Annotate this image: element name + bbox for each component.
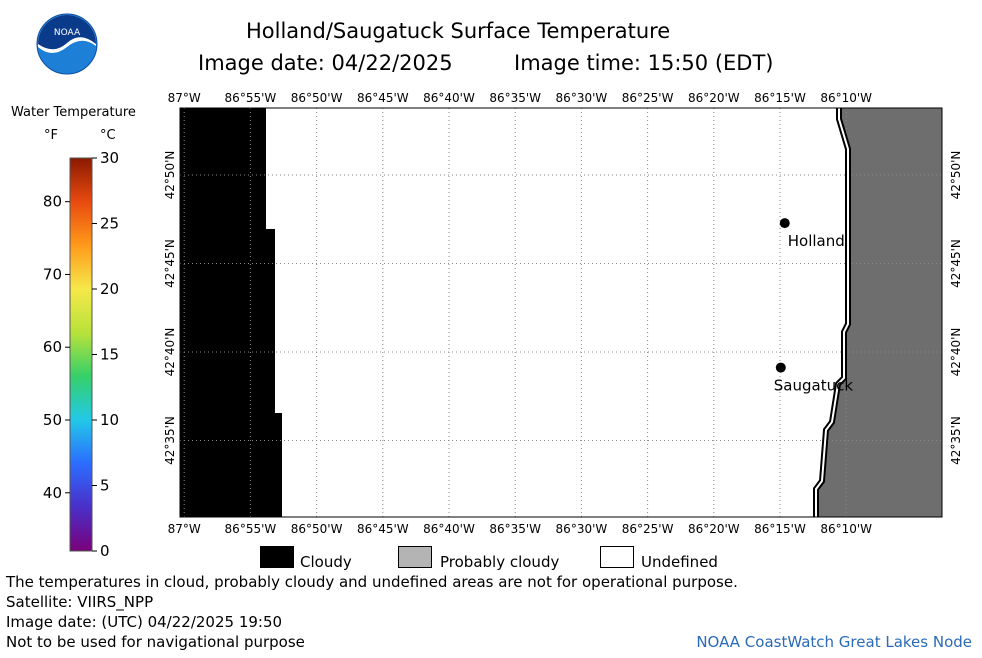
- colorbar-gradient: [69, 157, 93, 552]
- cloudy-area: [180, 108, 282, 517]
- latitude-label-left: 42°45'N: [163, 239, 177, 288]
- longitude-label-top: 87°W: [168, 91, 201, 105]
- fahrenheit-tick-label: 60: [43, 338, 62, 356]
- legend-probably-cloudy-swatch: [398, 546, 432, 568]
- celsius-tick-label: 30: [100, 150, 119, 167]
- longitude-label-top: 86°30'W: [556, 91, 608, 105]
- longitude-label-bottom: 86°25'W: [622, 522, 674, 536]
- longitude-label-bottom: 86°55'W: [225, 522, 277, 536]
- celsius-tick-label: 5: [100, 477, 110, 495]
- celsius-tick-label: 20: [100, 280, 119, 298]
- longitude-label-top: 86°25'W: [622, 91, 674, 105]
- footer-utc-date: Image date: (UTC) 04/22/2025 19:50: [6, 613, 283, 631]
- longitude-label-bottom: 86°40'W: [423, 522, 475, 536]
- unit-fahrenheit: °F: [44, 128, 58, 143]
- latitude-label-right: 42°45'N: [949, 239, 963, 288]
- colorbar-title: Water Temperature: [11, 105, 136, 120]
- latitude-label-left: 42°35'N: [163, 416, 177, 465]
- image-time: Image time: 15:50 (EDT): [514, 51, 774, 75]
- celsius-tick-label: 15: [100, 346, 119, 364]
- longitude-label-top: 86°55'W: [225, 91, 277, 105]
- logo-text: NOAA: [54, 28, 81, 38]
- shoreline-inner: [815, 108, 849, 517]
- fahrenheit-tick-label: 80: [43, 193, 62, 211]
- celsius-tick-label: 0: [100, 542, 110, 560]
- footer-note: The temperatures in cloud, probably clou…: [6, 573, 738, 591]
- longitude-label-top: 86°45'W: [357, 91, 409, 105]
- longitude-label-bottom: 86°35'W: [489, 522, 541, 536]
- fahrenheit-tick-label: 40: [43, 484, 62, 502]
- place-label-saugatuck: Saugatuck: [774, 377, 854, 395]
- longitude-label-top: 86°15'W: [754, 91, 806, 105]
- footer-satellite: Satellite: VIIRS_NPP: [6, 593, 154, 611]
- celsius-tick-label: 10: [100, 411, 119, 429]
- land-area: [816, 108, 942, 517]
- unit-celsius: °C: [100, 128, 116, 143]
- longitude-label-bottom: 86°45'W: [357, 522, 409, 536]
- temperature-map: 87°W 87°W 86°55'W 86°55'W 86°50'W 86°50'W 86°4…: [163, 91, 963, 536]
- celsius-tick-label: 25: [100, 215, 119, 233]
- latitude-label-right: 42°35'N: [949, 416, 963, 465]
- graticule: [180, 108, 942, 517]
- legend-probably-cloudy-label: Probably cloudy: [440, 553, 560, 571]
- fahrenheit-tick-label: 70: [43, 265, 62, 283]
- map-frame: [179, 107, 943, 518]
- footer-nav-warning: Not to be used for navigational purpose: [6, 633, 305, 651]
- latitude-label-right: 42°40'N: [949, 328, 963, 377]
- map-title: Holland/Saugatuck Surface Temperature: [246, 19, 671, 43]
- longitude-label-bottom: 86°50'W: [291, 522, 343, 536]
- longitude-label-bottom: 86°10'W: [820, 522, 872, 536]
- place-marker-saugatuck: [775, 362, 786, 373]
- longitude-label-bottom: 86°20'W: [688, 522, 740, 536]
- footer-credit: NOAA CoastWatch Great Lakes Node: [696, 633, 972, 651]
- longitude-label-top: 86°40'W: [423, 91, 475, 105]
- noaa-logo: NOAA: [36, 13, 98, 75]
- longitude-label-top: 86°20'W: [688, 91, 740, 105]
- latitude-label-left: 42°40'N: [163, 328, 177, 377]
- latitude-label-left: 42°50'N: [163, 151, 177, 200]
- legend-cloudy-label: Cloudy: [300, 553, 352, 571]
- fahrenheit-tick-label: 50: [43, 411, 62, 429]
- legend-cloudy-swatch: [260, 546, 294, 568]
- longitude-label-top: 86°35'W: [489, 91, 541, 105]
- latitude-label-right: 42°50'N: [949, 151, 963, 200]
- longitude-label-bottom: 86°30'W: [556, 522, 608, 536]
- image-date: Image date: 04/22/2025: [198, 51, 453, 75]
- longitude-label-bottom: 86°15'W: [754, 522, 806, 536]
- legend-undefined-swatch: [600, 546, 634, 568]
- longitude-label-bottom: 87°W: [168, 522, 201, 536]
- longitude-label-top: 86°10'W: [820, 91, 872, 105]
- legend-undefined-label: Undefined: [641, 553, 718, 571]
- place-label-holland: Holland: [788, 232, 845, 250]
- undefined-area: [180, 108, 942, 517]
- place-marker-holland: [779, 218, 790, 229]
- longitude-label-top: 86°50'W: [291, 91, 343, 105]
